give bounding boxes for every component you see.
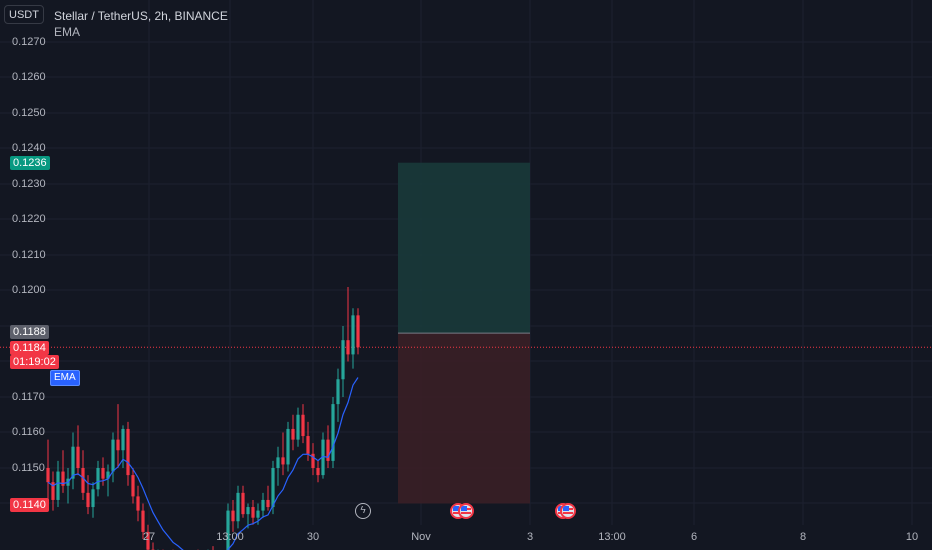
candle-body (96, 468, 100, 490)
candle-body (91, 489, 95, 508)
axis-currency-button[interactable]: USDT (4, 5, 44, 24)
candle-body (271, 468, 275, 508)
price-label: 0.1200 (12, 284, 46, 296)
stop-price-tag: 0.1140 (10, 498, 49, 512)
candle-body (266, 499, 270, 508)
ema-price-tag: EMA (50, 370, 80, 386)
time-label: 30 (306, 531, 320, 543)
candle-body (101, 468, 105, 479)
price-label: 0.1260 (12, 71, 46, 83)
candle-body (331, 404, 335, 461)
candle-body (326, 439, 330, 461)
candle-body (281, 457, 285, 465)
time-label: 8 (799, 531, 807, 543)
candle-body (86, 492, 90, 508)
price-label: 0.1250 (12, 107, 46, 119)
candle-body (256, 510, 260, 518)
price-label: 0.1240 (12, 142, 46, 154)
entry-price-tag: 0.1188 (10, 325, 49, 339)
candle-body (241, 492, 245, 515)
target-zone[interactable] (398, 162, 530, 334)
candle-body (341, 340, 345, 380)
candle-body (356, 315, 360, 348)
candle-body (226, 510, 230, 550)
candle-body (236, 492, 240, 522)
time-label: Nov (411, 531, 431, 543)
candle-body (246, 507, 250, 515)
candle-body (311, 453, 315, 468)
candle-body (316, 468, 320, 476)
time-label: 6 (690, 531, 698, 543)
candle-body (56, 471, 60, 500)
candle-body (276, 457, 280, 468)
candle-body (306, 436, 310, 454)
indicator-label[interactable]: EMA (54, 25, 81, 39)
candle-body (351, 315, 355, 355)
candle-body (261, 499, 265, 511)
candle-body (321, 439, 325, 476)
target-price-tag: 0.1236 (10, 156, 50, 170)
stop-zone[interactable] (398, 333, 530, 504)
symbol-title[interactable]: Stellar / TetherUS, 2h, BINANCE (54, 9, 228, 23)
last-price-tag: 0.1184 (10, 341, 49, 355)
candles (46, 286, 360, 550)
candle-body (46, 468, 50, 483)
price-label: 0.1160 (12, 426, 45, 438)
countdown-tag: 01:19:02 (10, 355, 59, 369)
price-label: 0.1230 (12, 178, 46, 190)
candle-body (136, 496, 140, 511)
candle-body (81, 468, 85, 493)
candle-body (336, 379, 340, 405)
candle-body (126, 428, 130, 476)
time-label: 10 (905, 531, 919, 543)
candle-body (291, 428, 295, 440)
candle-body (106, 471, 110, 479)
candle-body (251, 507, 255, 518)
price-label: 0.1170 (12, 391, 45, 403)
candle-body (146, 531, 150, 550)
candle-body (141, 510, 145, 532)
price-label: 0.1150 (12, 462, 45, 474)
candle-body (121, 428, 125, 451)
time-label: 13:00 (216, 531, 244, 543)
candle-body (296, 414, 300, 440)
candle-body (131, 475, 135, 497)
candle-body (76, 446, 80, 468)
time-label: 27 (142, 531, 156, 543)
candle-body (61, 471, 65, 486)
time-label: 3 (526, 531, 534, 543)
price-label: 0.1210 (12, 249, 46, 261)
price-label: 0.1270 (12, 36, 46, 48)
time-label: 13:00 (598, 531, 626, 543)
candle-body (346, 340, 350, 355)
candle-body (111, 439, 115, 472)
candle-body (301, 414, 305, 437)
flash-icon[interactable]: ϟ (355, 503, 371, 519)
candle-body (286, 428, 290, 465)
candle-body (51, 482, 55, 500)
us-flag-icon[interactable] (458, 503, 474, 519)
ema-line (47, 377, 359, 550)
candle-body (231, 510, 235, 522)
chart-header: USDT Stellar / TetherUS, 2h, BINANCE EMA (0, 0, 932, 39)
candle-body (71, 446, 75, 479)
us-flag-icon[interactable] (560, 503, 576, 519)
candle-body (116, 439, 120, 451)
price-label: 0.1220 (12, 213, 46, 225)
